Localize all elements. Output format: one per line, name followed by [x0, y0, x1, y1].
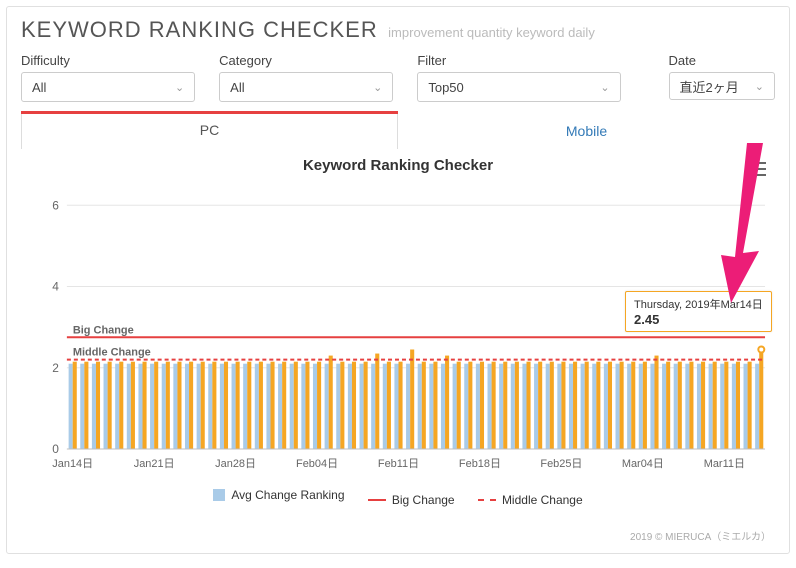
date-select[interactable]: 直近2ヶ月 ⌄ [669, 72, 775, 100]
chevron-down-icon: ⌄ [373, 81, 382, 94]
date-value: 直近2ヶ月 [680, 77, 739, 96]
difficulty-label: Difficulty [21, 53, 195, 68]
chart-title: Keyword Ranking Checker [21, 151, 775, 174]
svg-text:Feb04日: Feb04日 [296, 458, 338, 470]
legend-avg: Avg Change Ranking [213, 488, 344, 502]
difficulty-value: All [32, 80, 46, 95]
page-subtitle: improvement quantity keyword daily [388, 25, 595, 40]
tab-pc-label: PC [200, 122, 219, 138]
svg-text:Jan28日: Jan28日 [215, 458, 256, 470]
highlight-arrow-icon [701, 143, 781, 313]
category-select[interactable]: All ⌄ [219, 72, 393, 102]
chart-legend: Avg Change Ranking Big Change Middle Cha… [21, 488, 775, 507]
svg-text:Jan21日: Jan21日 [134, 458, 175, 470]
svg-text:6: 6 [52, 198, 59, 212]
legend-mid: Middle Change [478, 493, 583, 507]
tab-mobile-label: Mobile [566, 123, 607, 139]
svg-text:Feb25日: Feb25日 [540, 458, 582, 470]
svg-text:Feb18日: Feb18日 [459, 458, 501, 470]
svg-text:Middle Change: Middle Change [73, 347, 151, 359]
svg-text:Mar04日: Mar04日 [622, 458, 664, 470]
svg-text:Jan14日: Jan14日 [52, 458, 93, 470]
copyright-text: 2019 © MIERUCA（ミエルカ） [630, 528, 771, 543]
svg-text:2: 2 [52, 361, 59, 375]
device-tabs: PC Mobile [21, 112, 775, 149]
chevron-down-icon: ⌄ [175, 81, 184, 94]
svg-text:Mar11日: Mar11日 [704, 458, 745, 470]
chevron-down-icon: ⌄ [755, 80, 764, 93]
tab-pc[interactable]: PC [21, 112, 398, 149]
filter-value: Top50 [428, 80, 463, 95]
svg-text:0: 0 [52, 442, 59, 456]
chevron-down-icon: ⌄ [600, 81, 609, 94]
category-label: Category [219, 53, 393, 68]
legend-big: Big Change [368, 493, 455, 507]
svg-text:Feb11日: Feb11日 [378, 458, 419, 470]
date-label: Date [669, 53, 775, 68]
filter-label: Filter [417, 53, 620, 68]
difficulty-select[interactable]: All ⌄ [21, 72, 195, 102]
category-value: All [230, 80, 244, 95]
svg-text:Big Change: Big Change [73, 324, 134, 336]
svg-text:4: 4 [52, 280, 59, 294]
page-title: KEYWORD RANKING CHECKER [21, 17, 378, 43]
tooltip-value: 2.45 [634, 312, 763, 327]
filter-select[interactable]: Top50 ⌄ [417, 72, 620, 102]
